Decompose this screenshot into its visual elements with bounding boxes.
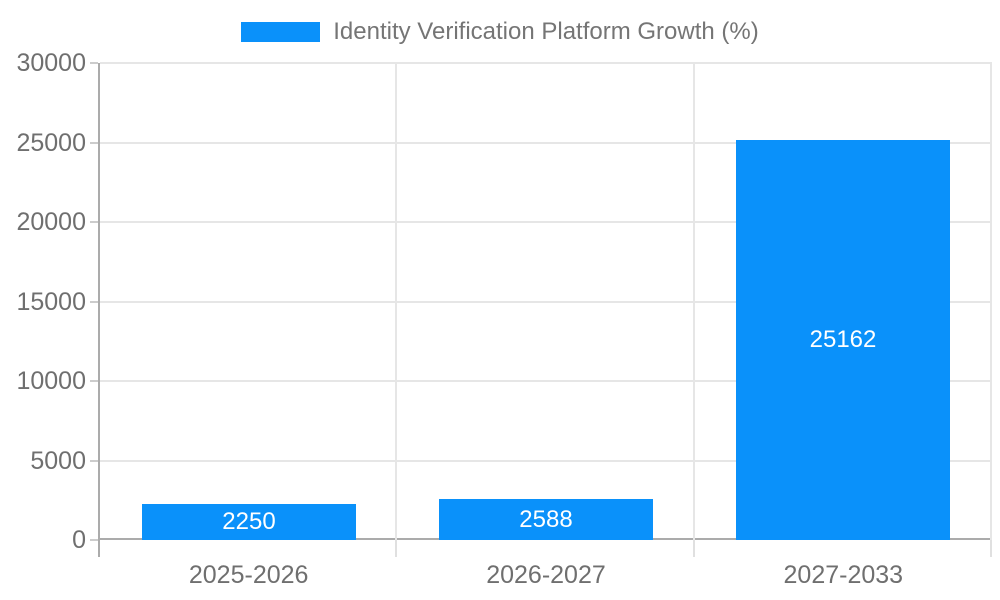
y-axis-tick-mark [90, 459, 98, 462]
y-axis-tick-label: 20000 [16, 208, 86, 236]
y-axis-tick-mark [90, 380, 98, 382]
y-axis-tick-label: 5000 [30, 446, 86, 475]
y-axis-tick-label: 25000 [16, 128, 86, 157]
y-axis-tick-mark [90, 141, 98, 144]
y-gridline [100, 62, 992, 64]
category-separator-line [693, 63, 695, 540]
x-axis-tick-mark [990, 540, 992, 557]
y-gridline [100, 300, 992, 303]
y-gridline [100, 380, 992, 382]
x-axis-tick-mark [693, 540, 695, 557]
y-axis-line [98, 63, 100, 557]
bar: 2588 [439, 499, 653, 540]
y-gridline [100, 459, 992, 462]
y-axis-tick-mark [90, 221, 98, 223]
y-axis-tick-mark [90, 539, 98, 541]
bar-value-label: 2588 [519, 505, 573, 533]
y-axis-tick-mark [90, 300, 98, 303]
bar: 2250 [142, 504, 356, 540]
y-axis-tick-label: 15000 [16, 287, 86, 316]
y-axis-tick-label: 10000 [16, 367, 86, 395]
x-axis-category-label: 2026-2027 [486, 561, 606, 589]
y-gridline [100, 141, 992, 144]
legend-color-swatch [241, 22, 321, 42]
y-axis-tick-label: 30000 [16, 49, 86, 77]
category-separator-line [395, 63, 397, 540]
legend-series-label: Identity Verification Platform Growth (%… [333, 18, 759, 45]
x-axis-category-label: 2027-2033 [783, 561, 904, 589]
plot-right-border [990, 63, 992, 540]
y-gridline [100, 221, 992, 223]
chart-legend: Identity Verification Platform Growth (%… [0, 18, 1000, 46]
y-axis-tick-mark [90, 62, 98, 64]
y-axis-tick-label: 0 [72, 526, 86, 554]
bar-value-label: 25162 [809, 326, 877, 353]
bar: 25162 [736, 140, 950, 540]
plot-area: 0 5000 10000 15000 20000 25000 30000 2250 2025-2… [16, 50, 992, 588]
bar-value-label: 2250 [222, 508, 276, 535]
x-axis-category-label: 2025-2026 [188, 561, 309, 589]
x-axis-tick-mark [395, 540, 397, 557]
